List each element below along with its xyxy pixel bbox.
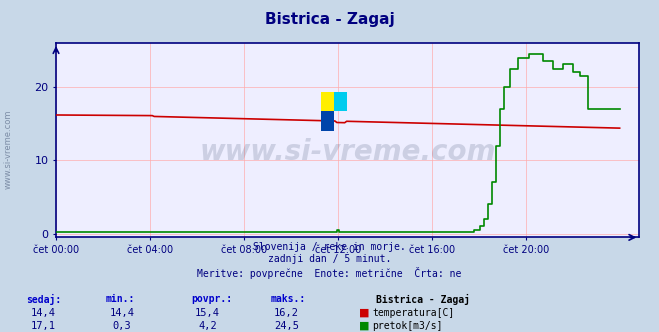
Text: pretok[m3/s]: pretok[m3/s] (372, 321, 443, 331)
Text: 0,3: 0,3 (113, 321, 131, 331)
Text: 15,4: 15,4 (195, 308, 220, 318)
Text: Slovenija / reke in morje.: Slovenija / reke in morje. (253, 242, 406, 252)
Text: min.:: min.: (105, 294, 135, 304)
Text: zadnji dan / 5 minut.: zadnji dan / 5 minut. (268, 254, 391, 264)
Text: maks.:: maks.: (270, 294, 305, 304)
Text: www.si-vreme.com: www.si-vreme.com (3, 110, 13, 189)
Text: povpr.:: povpr.: (191, 294, 232, 304)
Bar (334, 92, 347, 111)
Text: 14,4: 14,4 (109, 308, 134, 318)
Text: 4,2: 4,2 (198, 321, 217, 331)
Text: 14,4: 14,4 (30, 308, 55, 318)
Text: ■: ■ (359, 321, 370, 331)
Text: Bistrica - Zagaj: Bistrica - Zagaj (265, 12, 394, 27)
Bar (322, 92, 334, 111)
Text: 24,5: 24,5 (274, 321, 299, 331)
Text: www.si-vreme.com: www.si-vreme.com (200, 138, 496, 166)
Text: ■: ■ (359, 308, 370, 318)
Text: 16,2: 16,2 (274, 308, 299, 318)
Bar (322, 111, 334, 130)
Text: temperatura[C]: temperatura[C] (372, 308, 455, 318)
Text: Meritve: povprečne  Enote: metrične  Črta: ne: Meritve: povprečne Enote: metrične Črta:… (197, 267, 462, 279)
Text: sedaj:: sedaj: (26, 294, 61, 305)
Text: 17,1: 17,1 (30, 321, 55, 331)
Text: Bistrica - Zagaj: Bistrica - Zagaj (376, 294, 470, 305)
